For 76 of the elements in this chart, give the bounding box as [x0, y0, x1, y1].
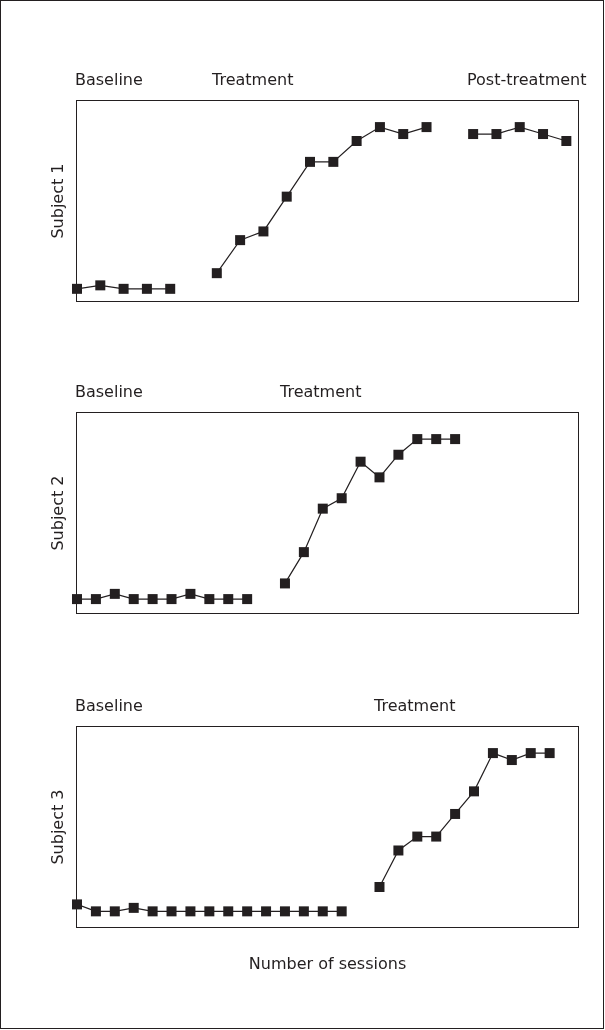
- point: [204, 906, 215, 917]
- text: Post-treatment: [467, 70, 587, 89]
- point: [538, 129, 549, 140]
- text: Treatment: [211, 70, 294, 89]
- point: [514, 122, 525, 133]
- y-axis-title: Subject 3: [47, 789, 67, 865]
- point: [261, 906, 272, 917]
- point: [109, 588, 120, 599]
- point: [491, 129, 502, 140]
- point: [166, 594, 177, 605]
- y-axis-title: Subject 2: [47, 475, 67, 551]
- point: [147, 594, 158, 605]
- point: [223, 906, 234, 917]
- point: [398, 129, 409, 140]
- point: [166, 906, 177, 917]
- point: [525, 748, 536, 759]
- text: Treatment: [279, 382, 362, 401]
- point: [431, 831, 442, 842]
- point: [469, 786, 480, 797]
- point: [412, 831, 423, 842]
- point: [279, 906, 290, 917]
- text: Baseline: [75, 382, 143, 401]
- point: [118, 283, 129, 294]
- point: [544, 748, 555, 759]
- point: [487, 748, 498, 759]
- point: [374, 122, 385, 133]
- point: [431, 434, 442, 445]
- point: [561, 136, 572, 146]
- point: [317, 503, 328, 514]
- point: [235, 235, 246, 246]
- point: [468, 129, 479, 140]
- point: [72, 594, 82, 605]
- point: [128, 902, 139, 913]
- point: [317, 906, 328, 917]
- point: [109, 906, 120, 917]
- point: [72, 899, 82, 910]
- point: [204, 594, 215, 605]
- point: [374, 882, 385, 892]
- point: [336, 906, 347, 917]
- point: [72, 283, 82, 294]
- point: [506, 755, 517, 766]
- point: [374, 472, 385, 483]
- point: [450, 808, 461, 819]
- point: [90, 594, 101, 605]
- point: [412, 434, 423, 445]
- point: [141, 283, 152, 294]
- point: [185, 588, 196, 599]
- point: [421, 122, 432, 133]
- y-axis-title: Subject 1: [47, 163, 67, 239]
- point: [328, 156, 339, 167]
- point: [223, 594, 234, 605]
- text: Baseline: [75, 696, 143, 715]
- point: [242, 594, 253, 605]
- point: [258, 226, 269, 237]
- point: [298, 906, 309, 917]
- point: [450, 434, 461, 445]
- point: [393, 449, 404, 460]
- point: [355, 456, 366, 467]
- text: Baseline: [75, 70, 143, 89]
- point: [165, 283, 176, 294]
- point: [95, 280, 106, 291]
- point: [242, 906, 253, 917]
- point: [147, 906, 158, 917]
- x-axis-title: Number of sessions: [248, 953, 407, 973]
- point: [281, 191, 292, 202]
- text: Treatment: [373, 696, 456, 715]
- point: [211, 268, 222, 279]
- point: [279, 578, 290, 589]
- point: [305, 156, 316, 167]
- point: [393, 845, 404, 856]
- point: [336, 493, 347, 504]
- point: [128, 594, 139, 605]
- point: [90, 906, 101, 917]
- point: [351, 136, 362, 146]
- point: [185, 906, 196, 917]
- point: [298, 547, 309, 558]
